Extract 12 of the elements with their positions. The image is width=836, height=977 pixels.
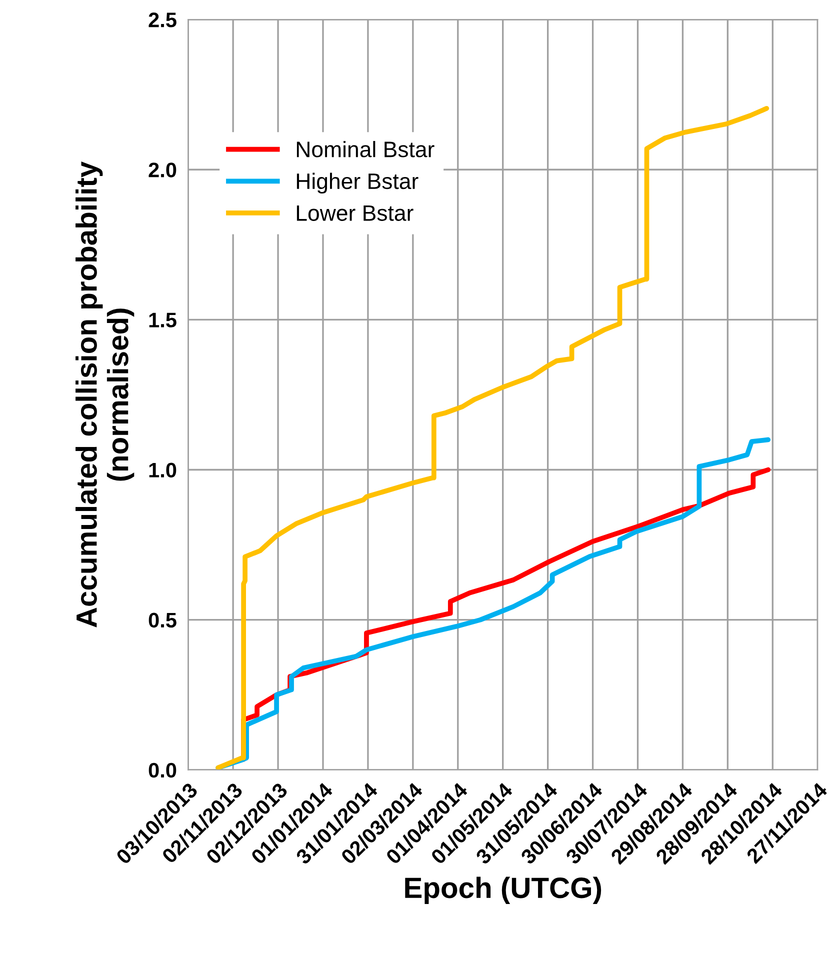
legend-label: Higher Bstar <box>296 172 418 194</box>
y-tick-label: 2.0 <box>148 162 176 178</box>
legend-label: Nominal Bstar <box>296 140 434 158</box>
y-tick-label: 1.0 <box>149 462 176 478</box>
y-tick-label: 1.5 <box>149 312 176 328</box>
y-tick-label: 0.5 <box>148 612 176 628</box>
y-tick-label: 2.5 <box>148 12 176 28</box>
line-series <box>216 106 770 770</box>
y-axis-title: Accumulated collision probability (normalised) <box>76 161 134 628</box>
legend-label: Lower Bstar <box>296 205 414 221</box>
x-axis-title: Epoch (UTCG) <box>405 876 602 904</box>
y-tick-label: 0.0 <box>148 762 176 778</box>
